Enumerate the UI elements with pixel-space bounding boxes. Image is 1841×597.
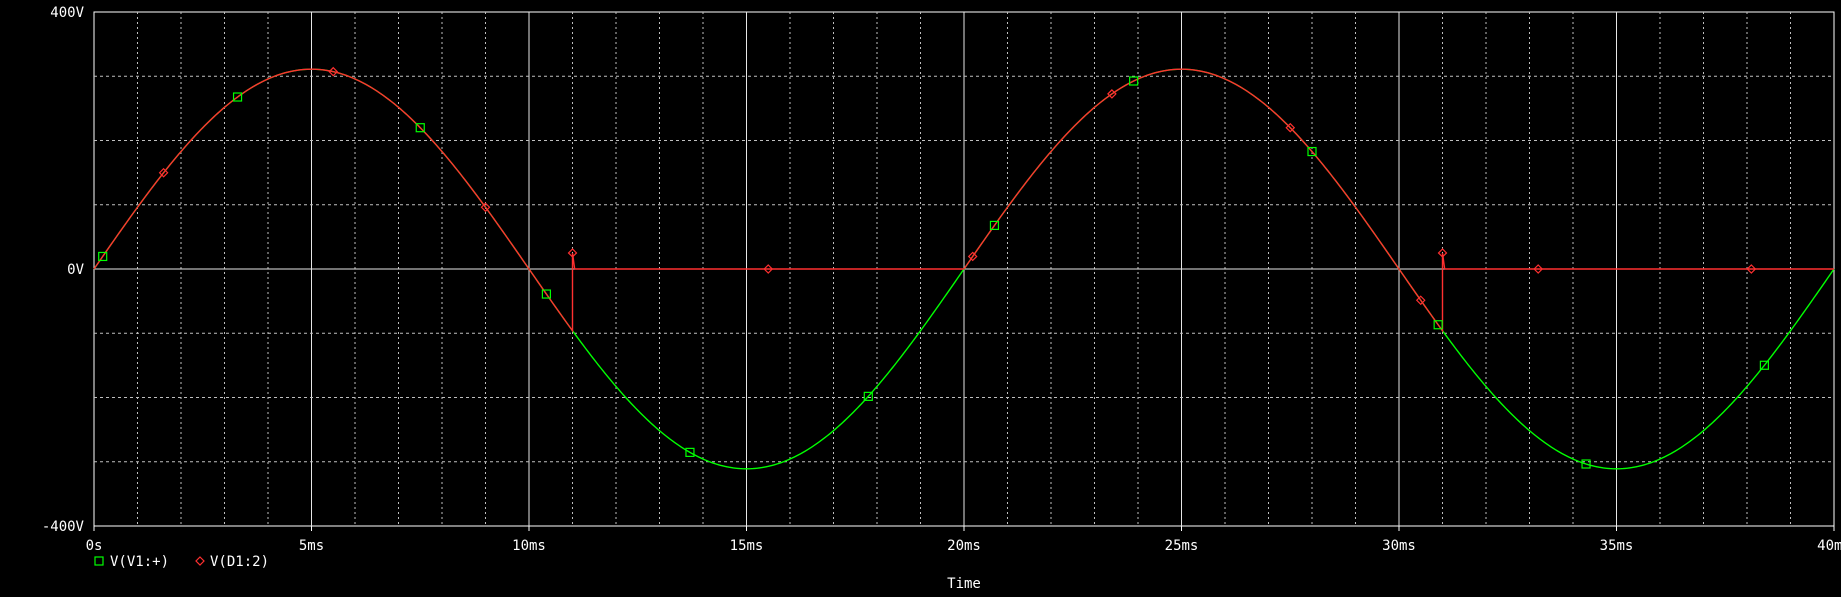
x-tick-label: 5ms (299, 538, 324, 554)
series-v-v1-plus-marker (685, 447, 695, 457)
x-tick-label: 20ms (947, 538, 981, 554)
series-v-d1-2-marker (1107, 89, 1117, 99)
series-v-d1-2-marker (480, 202, 491, 213)
series-v-d1-2-marker (1415, 295, 1426, 306)
series-v-v1-plus-marker (989, 220, 1000, 231)
series-v-d1-2-marker (567, 248, 578, 258)
x-tick-label: 25ms (1165, 538, 1199, 554)
series-v-d1-2-marker (1437, 248, 1448, 258)
x-tick-label: 30ms (1382, 538, 1416, 554)
x-tick-label: 0s (86, 538, 103, 554)
series-v-d1-2-marker (1285, 122, 1296, 133)
series-v-d1-2-marker (763, 264, 774, 274)
x-tick-label: 15ms (730, 538, 764, 554)
x-tick-label: 10ms (512, 538, 546, 554)
series-v-d1-2-marker (1746, 264, 1757, 274)
x-axis-label: Time (947, 576, 981, 592)
series-v-v1-plus-marker (1129, 76, 1139, 86)
x-tick-label: 35ms (1600, 538, 1634, 554)
series-v-v1-plus-marker (415, 123, 425, 133)
y-tick-label: 0V (67, 262, 84, 278)
series-v-d1-2-line (93, 68, 1834, 333)
y-tick-label: -400V (42, 519, 85, 535)
series-v-d1-2-marker (967, 251, 978, 262)
y-tick-label: 400V (50, 5, 84, 21)
series-v-v1-plus-marker (98, 251, 108, 262)
series-v-d1-2-marker (1533, 264, 1544, 274)
legend-label-v-d1-2: V(D1:2) (210, 554, 269, 570)
series-v-v1-plus-marker (232, 92, 243, 102)
x-tick-label: 40ms (1817, 538, 1841, 554)
series-v-d1-2-marker (158, 167, 169, 178)
legend-label-v-v1-plus: V(V1:+) (110, 554, 169, 570)
series-v-v1-plus-marker (863, 391, 873, 401)
series-v-v1-plus-marker (1307, 146, 1317, 157)
series-v-v1-plus-marker (1433, 320, 1443, 330)
legend-square-icon (94, 556, 104, 566)
series-v-v1-plus-marker (541, 289, 552, 299)
series-v-v1-plus-marker (1759, 360, 1770, 370)
series-v-v1-plus-marker (1581, 459, 1591, 469)
series-v-d1-2-marker (328, 66, 339, 77)
legend-diamond-icon (195, 556, 205, 566)
